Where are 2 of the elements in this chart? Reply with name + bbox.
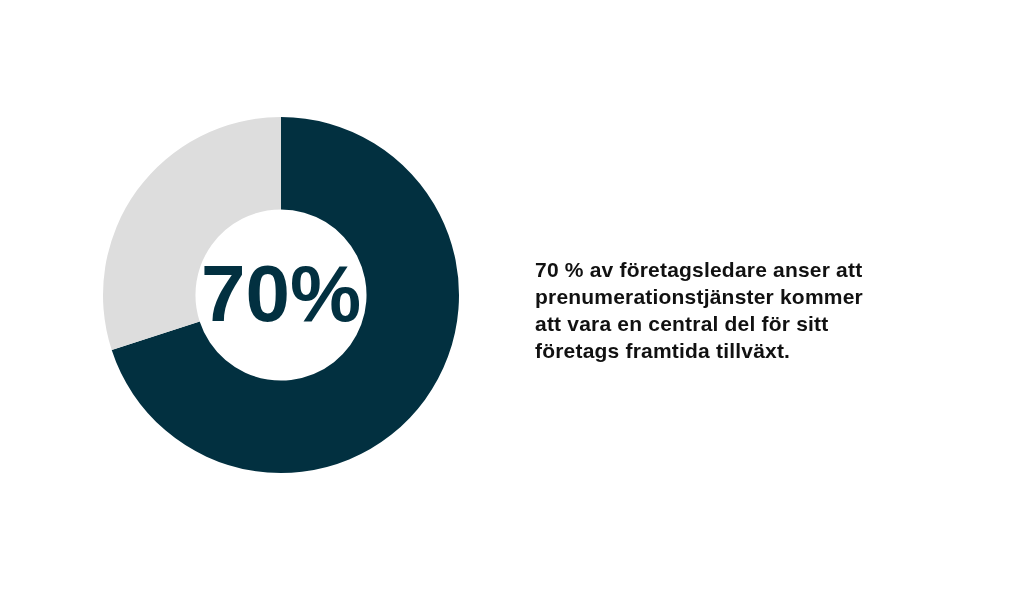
data-label: 70%: [200, 249, 362, 339]
text: 70 % av företagsledare anser att prenumerationstjänster kommer att vara en central del för sitt företags framtida tillväxt.: [535, 257, 863, 364]
